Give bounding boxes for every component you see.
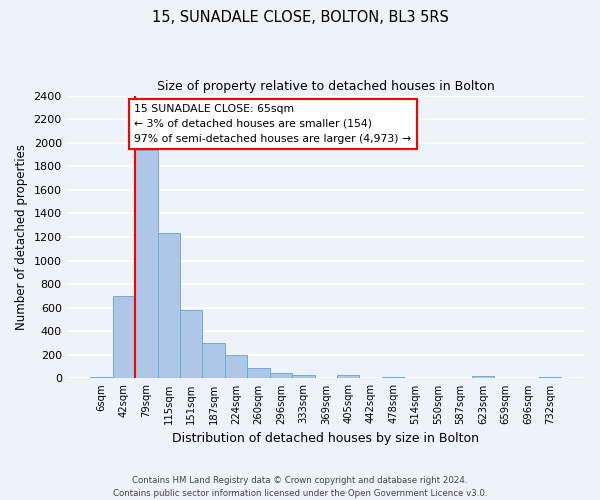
Bar [247,368,270,378]
Bar [90,376,113,378]
Bar [337,375,359,378]
Bar [180,310,202,378]
Text: Contains HM Land Registry data © Crown copyright and database right 2024.
Contai: Contains HM Land Registry data © Crown c… [113,476,487,498]
Bar [270,373,292,378]
Bar [113,296,135,378]
Bar [539,376,562,378]
Bar [292,375,314,378]
Y-axis label: Number of detached properties: Number of detached properties [15,144,28,330]
Bar [158,234,180,378]
Bar [135,150,158,378]
Bar [225,355,247,378]
X-axis label: Distribution of detached houses by size in Bolton: Distribution of detached houses by size … [172,432,479,445]
Text: 15, SUNADALE CLOSE, BOLTON, BL3 5RS: 15, SUNADALE CLOSE, BOLTON, BL3 5RS [152,10,448,25]
Bar [382,376,404,378]
Bar [472,376,494,378]
Title: Size of property relative to detached houses in Bolton: Size of property relative to detached ho… [157,80,495,93]
Text: 15 SUNADALE CLOSE: 65sqm
← 3% of detached houses are smaller (154)
97% of semi-d: 15 SUNADALE CLOSE: 65sqm ← 3% of detache… [134,104,411,144]
Bar [202,343,225,378]
